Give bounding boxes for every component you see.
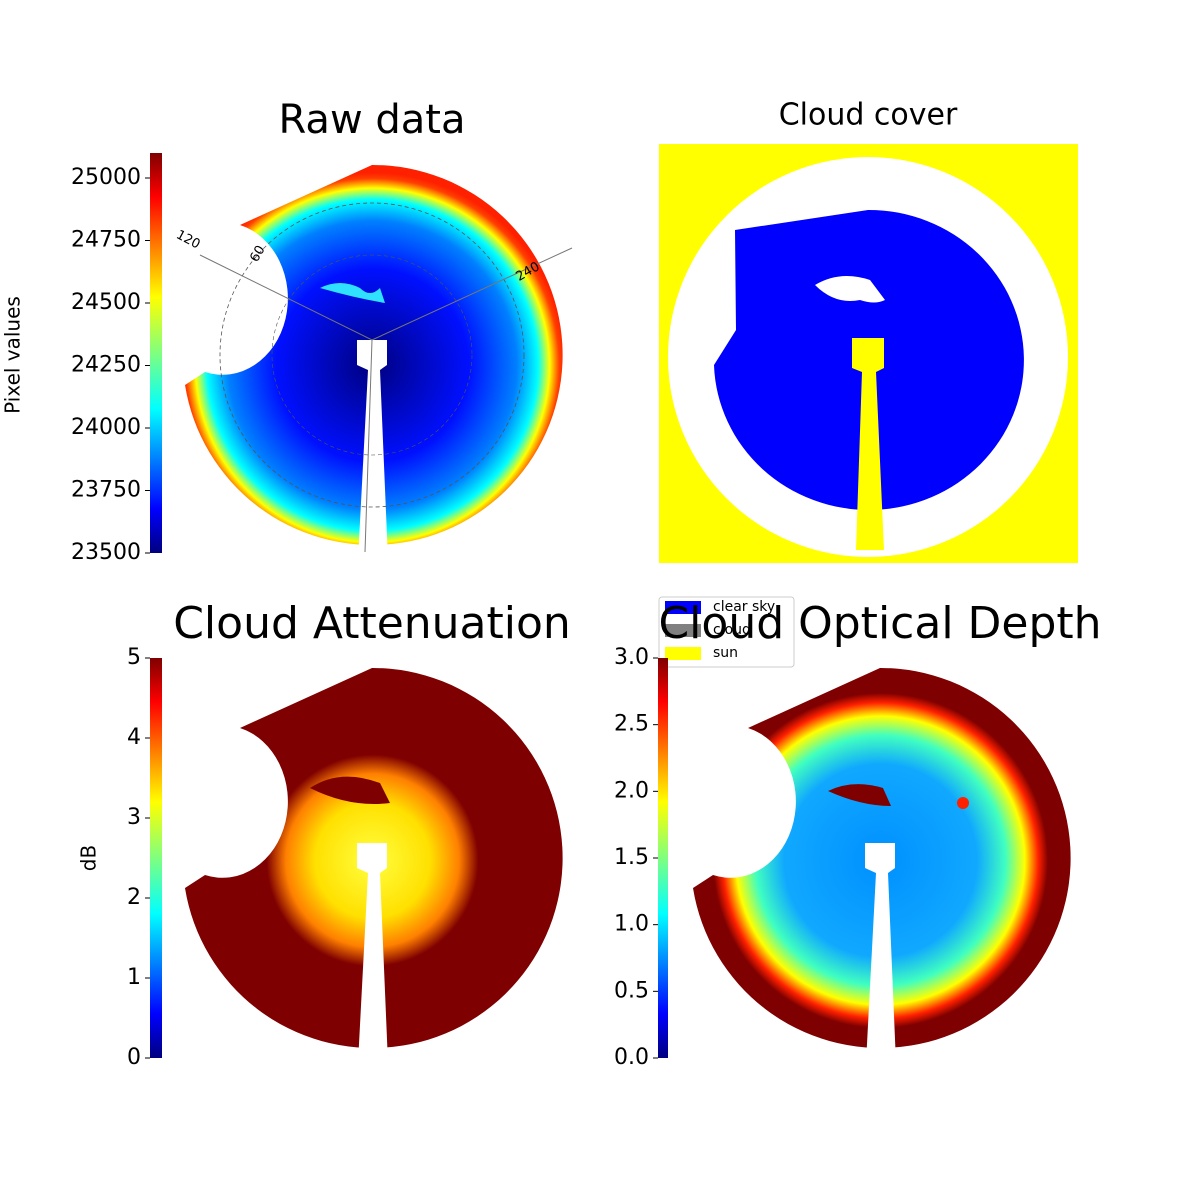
- colorbar-tick-label: 1.5: [614, 845, 649, 870]
- panel-title: Raw data: [279, 97, 466, 143]
- colorbar-tick-label: 23500: [71, 540, 141, 565]
- colorbar-tick-label: 3: [127, 805, 141, 830]
- cloud-cover-image: [815, 276, 885, 303]
- mask: [357, 340, 388, 560]
- panel-title: Cloud Optical Depth: [658, 598, 1101, 649]
- colorbar-tick-label: 24500: [71, 290, 141, 315]
- colorbar-tick-label: 0.0: [614, 1045, 649, 1070]
- polar-grid: [219, 202, 525, 508]
- colorbar: [150, 658, 162, 1058]
- cloud-cover-image: [852, 338, 884, 550]
- colorbar: [658, 658, 668, 1058]
- colorbar-tick-label: 1: [127, 965, 141, 990]
- legend-swatch: [665, 624, 701, 637]
- colorbar-tick-label: 1.0: [614, 912, 649, 937]
- panel-title: Cloud cover: [779, 98, 958, 133]
- legend-label: cloud: [713, 622, 751, 638]
- colorbar-tick-label: 0.5: [614, 978, 649, 1003]
- colorbar-label: dB: [77, 845, 101, 871]
- mask: [865, 843, 896, 1063]
- colorbar: [150, 153, 162, 553]
- legend-swatch: [665, 647, 701, 660]
- legend-label: clear sky: [713, 599, 775, 615]
- colorbar-tick-label: 24750: [71, 228, 141, 253]
- colorbar-tick-label: 25000: [71, 165, 141, 190]
- colorbar-tick-label: 2: [127, 885, 141, 910]
- polar-label: 120: [174, 228, 203, 253]
- colorbar-tick-label: 2.0: [614, 778, 649, 803]
- colorbar-tick-label: 0: [127, 1045, 141, 1070]
- polar-grid: [271, 254, 473, 456]
- colorbar-tick-label: 3.0: [614, 645, 649, 670]
- colorbar-tick-label: 4: [127, 725, 141, 750]
- colorbar-tick-label: 2.5: [614, 712, 649, 737]
- colorbar-tick-label: 24250: [71, 353, 141, 378]
- colorbar-tick-label: 5: [127, 645, 141, 670]
- colorbar-tick-label: 23750: [71, 478, 141, 503]
- mask: [357, 843, 388, 1063]
- legend-label: sun: [713, 645, 738, 661]
- legend-swatch: [665, 601, 701, 614]
- panel-title: Cloud Attenuation: [173, 598, 571, 649]
- polar-lines: [199, 247, 573, 553]
- colorbar-tick-label: 24000: [71, 415, 141, 440]
- polar-label: 60: [247, 243, 268, 265]
- colorbar-label: Pixel values: [1, 296, 25, 414]
